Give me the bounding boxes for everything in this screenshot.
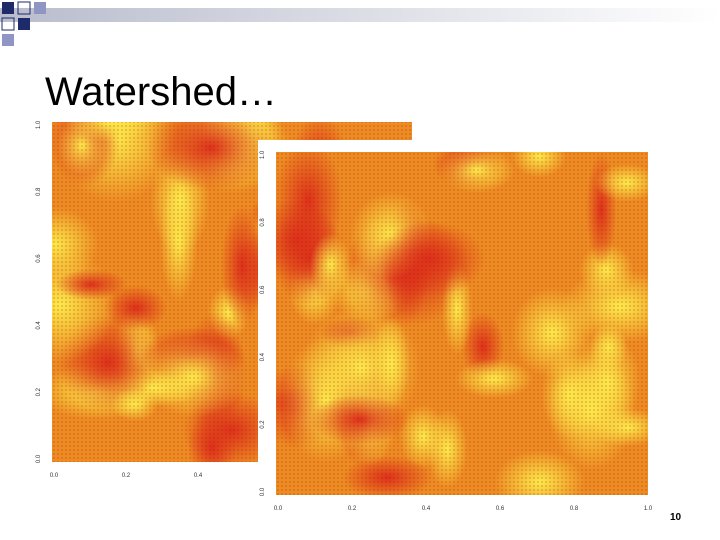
y-tick-label: 0.2 (36, 387, 42, 396)
slide-title: Watershed… (45, 70, 277, 114)
x-tick-label: 1.0 (644, 506, 653, 512)
heatmap-image (276, 152, 648, 495)
page-number: 10 (670, 512, 682, 523)
x-tick-label: 0.2 (122, 473, 131, 479)
y-tick-label: 0.0 (260, 487, 266, 496)
x-tick-label: 0.0 (50, 473, 59, 479)
y-tick-label: 1.0 (260, 150, 266, 159)
decoration (0, 1, 720, 46)
y-tick-label: 0.4 (260, 352, 266, 361)
y-tick-label: 1.0 (36, 120, 42, 129)
y-tick-label: 0.4 (36, 321, 42, 330)
y-tick-label: 0.8 (36, 187, 42, 196)
x-tick-label: 0.6 (496, 506, 505, 512)
y-tick-label: 0.2 (260, 420, 266, 429)
heatmap-dots (276, 152, 648, 495)
y-tick-label: 0.6 (260, 285, 266, 294)
x-tick-label: 0.4 (194, 473, 203, 479)
x-tick-label: 0.2 (348, 506, 357, 512)
x-tick-label: 0.0 (274, 506, 283, 512)
x-tick-label: 0.8 (570, 506, 579, 512)
y-tick-label: 0.8 (260, 218, 266, 227)
x-tick-label: 0.4 (422, 506, 431, 512)
plot: 0.0 0.2 0.4 0.6 0.8 1.0 0.0 0.2 0.4 0.6 0.8 1.0 (258, 140, 660, 520)
plots: 0.00.20.40.60.81.00.0 0.2 0.40.00.20.40.60… (30, 115, 660, 520)
y-tick-label: 0.6 (36, 254, 42, 263)
y-tick-label: 0.0 (36, 454, 42, 463)
